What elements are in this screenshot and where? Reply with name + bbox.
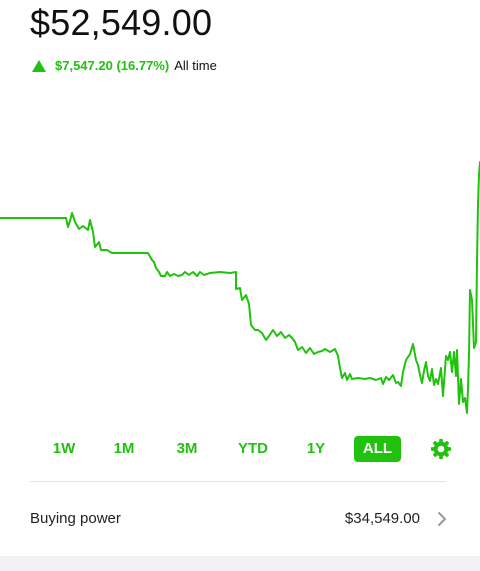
change-period: All time bbox=[174, 58, 217, 73]
range-1w[interactable]: 1W bbox=[52, 440, 76, 457]
divider bbox=[30, 481, 446, 482]
range-3m[interactable]: 3M bbox=[176, 440, 198, 457]
portfolio-line bbox=[0, 161, 480, 414]
range-1y[interactable]: 1Y bbox=[306, 440, 326, 457]
chevron-right-icon bbox=[438, 512, 446, 526]
gear-icon[interactable] bbox=[430, 438, 452, 460]
triangle-up-icon bbox=[32, 59, 46, 72]
range-1m[interactable]: 1M bbox=[113, 440, 135, 457]
time-range-selector: 1W 1M 3M YTD 1Y ALL bbox=[36, 436, 456, 462]
range-all[interactable]: ALL bbox=[354, 436, 401, 462]
portfolio-value: $52,549.00 bbox=[30, 2, 213, 43]
buying-power-row[interactable]: Buying power $34,549.00 bbox=[30, 500, 450, 538]
change-amount: $7,547.20 (16.77%) bbox=[55, 58, 170, 73]
portfolio-chart[interactable] bbox=[0, 0, 480, 430]
footer-strip bbox=[0, 556, 480, 571]
buying-power-label: Buying power bbox=[30, 510, 121, 527]
range-ytd[interactable]: YTD bbox=[238, 440, 268, 457]
portfolio-change: $7,547.20 (16.77%) All time bbox=[32, 58, 217, 73]
buying-power-value: $34,549.00 bbox=[344, 510, 420, 527]
